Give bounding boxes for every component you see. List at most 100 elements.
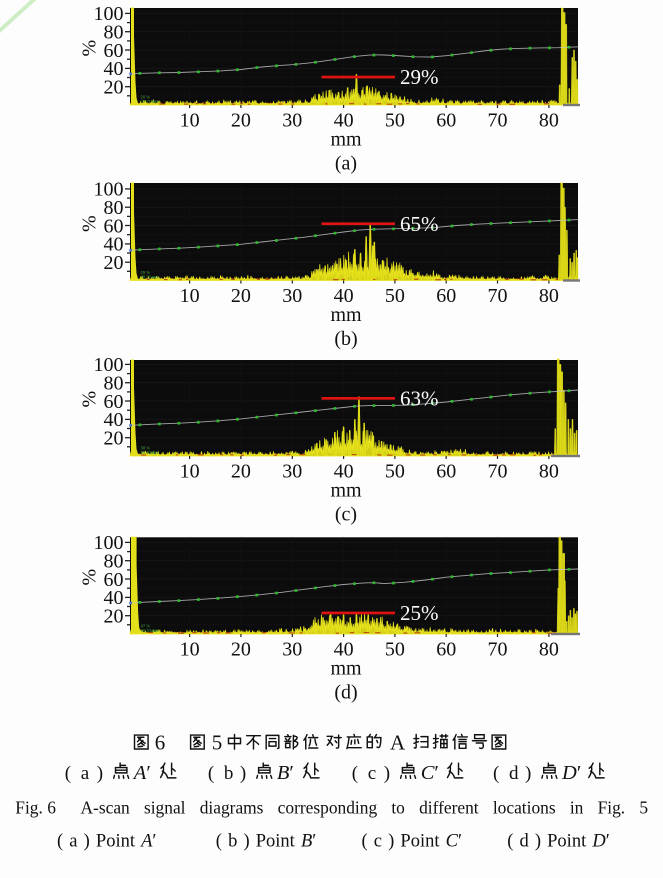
svg-text:70: 70 [488, 109, 508, 131]
svg-text:100: 100 [94, 532, 124, 554]
svg-text:( d ) Point D′: ( d ) Point D′ [507, 832, 610, 852]
svg-text:10: 10 [180, 460, 200, 482]
svg-text:(: ( [208, 763, 214, 784]
svg-text:b: b [224, 763, 234, 784]
svg-text:60: 60 [436, 285, 456, 307]
svg-text:60: 60 [104, 391, 124, 413]
svg-text:5: 5 [212, 731, 223, 755]
svg-text:39.33 mm: 39.33 mm [141, 450, 160, 455]
svg-text:A′: A′ [132, 762, 151, 784]
svg-text:( a ) Point A′: ( a ) Point A′ [57, 832, 156, 852]
svg-text:80: 80 [104, 551, 124, 573]
svg-text:d: d [509, 763, 519, 784]
svg-text:65%: 65% [400, 212, 439, 236]
svg-text:20 %: 20 % [141, 94, 151, 99]
svg-text:mm: mm [330, 128, 362, 150]
svg-text:10: 10 [180, 285, 200, 307]
svg-text:47 %: 47 % [141, 623, 151, 628]
svg-text:100: 100 [94, 354, 124, 376]
svg-text:38 %: 38 % [141, 445, 151, 450]
svg-text:mm: mm [330, 657, 362, 679]
svg-text:37.31 mm: 37.31 mm [141, 99, 160, 104]
svg-text:c: c [368, 763, 376, 784]
svg-text:50: 50 [385, 460, 405, 482]
svg-text:80: 80 [104, 373, 124, 395]
svg-text:20: 20 [104, 428, 124, 450]
svg-text:(: ( [493, 763, 499, 784]
svg-text:40: 40 [104, 234, 124, 256]
svg-text:20: 20 [231, 109, 251, 131]
svg-text:40: 40 [104, 409, 124, 431]
svg-text:38.32 mm: 38.32 mm [141, 275, 160, 280]
svg-text:29%: 29% [400, 65, 439, 89]
svg-text:29 %: 29 % [141, 270, 151, 275]
svg-text:%: % [79, 215, 101, 232]
svg-text:%: % [79, 40, 101, 57]
svg-text:20: 20 [231, 638, 251, 660]
svg-text:%: % [79, 569, 101, 586]
svg-text:60: 60 [436, 638, 456, 660]
svg-text:a: a [81, 763, 90, 784]
svg-text:C′: C′ [421, 762, 439, 784]
svg-text:20: 20 [104, 77, 124, 99]
svg-text:D′: D′ [561, 762, 581, 784]
svg-text:(: ( [65, 763, 71, 784]
svg-text:B′: B′ [277, 762, 294, 784]
svg-text:%: % [79, 391, 101, 408]
svg-text:40: 40 [334, 638, 354, 660]
svg-text:A: A [390, 731, 406, 755]
svg-text:( c ) Point C′: ( c ) Point C′ [362, 832, 463, 852]
svg-text:30: 30 [282, 109, 302, 131]
svg-text:63%: 63% [400, 387, 439, 411]
svg-text:100: 100 [94, 3, 124, 25]
svg-text:(a): (a) [335, 152, 357, 174]
svg-text:80: 80 [539, 285, 559, 307]
svg-text:mm: mm [330, 304, 362, 326]
svg-text:20: 20 [104, 606, 124, 628]
svg-text:(b): (b) [334, 328, 357, 350]
svg-text:25%: 25% [400, 601, 439, 625]
svg-text:( b ) Point B′: ( b ) Point B′ [216, 832, 316, 852]
svg-text:Fig. 6: Fig. 6 [15, 798, 56, 818]
svg-text:(d): (d) [334, 681, 357, 703]
svg-text:50: 50 [385, 638, 405, 660]
svg-text:60: 60 [104, 215, 124, 237]
svg-text:80: 80 [539, 638, 559, 660]
svg-text:20: 20 [104, 252, 124, 274]
svg-text:70: 70 [488, 460, 508, 482]
svg-text:40: 40 [334, 460, 354, 482]
svg-text:): ) [525, 763, 531, 784]
svg-text:40: 40 [104, 587, 124, 609]
svg-text:100: 100 [94, 179, 124, 201]
svg-text:(c): (c) [335, 503, 357, 525]
svg-text:A-scan signal diagrams corresp: A-scan signal diagrams corresponding to … [81, 798, 649, 818]
svg-text:): ) [240, 763, 246, 784]
svg-text:40: 40 [334, 285, 354, 307]
svg-text:10: 10 [180, 638, 200, 660]
svg-text:60: 60 [104, 40, 124, 62]
svg-text:70: 70 [488, 638, 508, 660]
svg-text:80: 80 [104, 197, 124, 219]
svg-text:mm: mm [330, 479, 362, 501]
svg-text:40: 40 [104, 58, 124, 80]
svg-text:60: 60 [104, 569, 124, 591]
svg-text:6: 6 [155, 731, 166, 755]
svg-text:20: 20 [231, 285, 251, 307]
svg-text:10: 10 [180, 109, 200, 131]
svg-text:80: 80 [104, 22, 124, 44]
svg-text:30: 30 [282, 285, 302, 307]
svg-text:50: 50 [385, 285, 405, 307]
svg-text:70: 70 [488, 285, 508, 307]
svg-text:): ) [384, 763, 390, 784]
svg-text:20: 20 [231, 460, 251, 482]
svg-text:(: ( [352, 763, 358, 784]
svg-text:30: 30 [282, 460, 302, 482]
svg-text:40.34 mm: 40.34 mm [141, 628, 160, 633]
svg-text:): ) [97, 763, 103, 784]
svg-text:80: 80 [539, 109, 559, 131]
svg-text:60: 60 [436, 109, 456, 131]
svg-text:40: 40 [334, 109, 354, 131]
svg-text:60: 60 [436, 460, 456, 482]
svg-text:30: 30 [282, 638, 302, 660]
svg-text:80: 80 [539, 460, 559, 482]
